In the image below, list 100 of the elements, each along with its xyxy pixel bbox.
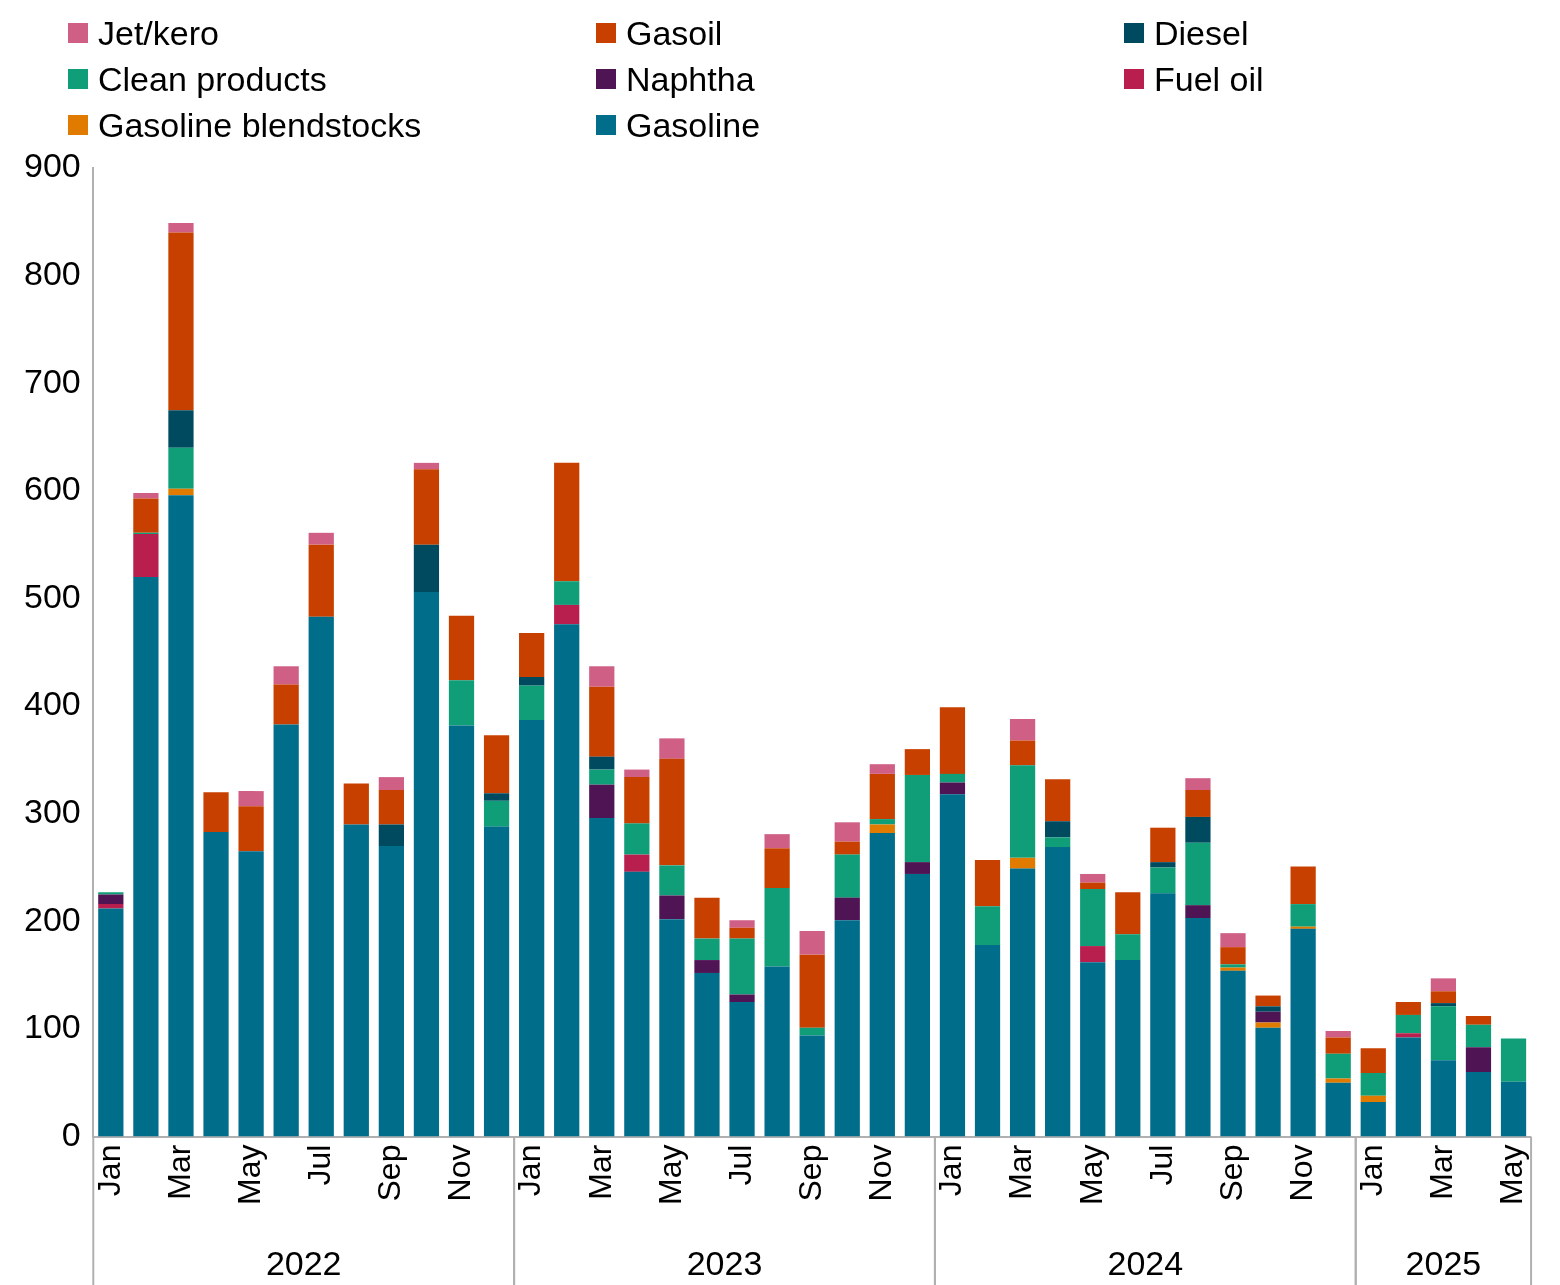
bar xyxy=(799,1027,825,1036)
bar xyxy=(939,707,966,774)
bar xyxy=(378,790,404,825)
bar xyxy=(1325,1053,1351,1079)
bar xyxy=(1395,1014,1421,1034)
x-tick-label: Nov xyxy=(862,1144,899,1202)
bar xyxy=(904,749,931,775)
bar xyxy=(659,738,685,759)
bar xyxy=(624,769,650,778)
bar xyxy=(1220,933,1246,948)
bar xyxy=(799,954,825,1028)
bar xyxy=(589,784,615,818)
bar xyxy=(1185,918,1211,1137)
bar xyxy=(1185,778,1211,791)
bar xyxy=(448,725,475,1137)
bar xyxy=(1045,779,1071,822)
bar xyxy=(764,966,790,1137)
bar xyxy=(1325,1031,1351,1038)
bar xyxy=(98,904,124,909)
bar xyxy=(624,854,650,872)
bar xyxy=(554,604,580,625)
bar xyxy=(1045,821,1071,838)
bar xyxy=(1395,1037,1421,1137)
bar xyxy=(904,862,931,874)
bar xyxy=(624,777,650,824)
bar xyxy=(1325,1078,1351,1083)
bar xyxy=(1185,790,1211,817)
bar xyxy=(694,960,720,973)
bar xyxy=(133,533,159,577)
bar xyxy=(869,824,895,834)
bar xyxy=(1325,1082,1351,1137)
bar xyxy=(413,462,440,470)
bar xyxy=(1255,1011,1281,1023)
bar xyxy=(939,773,966,783)
bar xyxy=(869,819,895,825)
bar xyxy=(1115,934,1141,961)
y-tick-label: 0 xyxy=(61,1114,81,1153)
bar xyxy=(133,493,159,499)
bar xyxy=(1220,970,1246,1137)
y-tick-label: 800 xyxy=(23,253,81,292)
bar xyxy=(378,777,404,791)
bar xyxy=(413,544,440,593)
x-tick-label: May xyxy=(1493,1144,1530,1205)
y-tick-label: 600 xyxy=(23,469,81,508)
bar xyxy=(168,222,194,233)
bar xyxy=(1080,946,1106,963)
x-tick-label: Jul xyxy=(1142,1144,1179,1186)
bar xyxy=(1255,1006,1281,1012)
bar xyxy=(1115,892,1141,935)
bar xyxy=(1395,1033,1421,1038)
bar xyxy=(589,756,615,770)
bar xyxy=(273,724,299,1137)
bar xyxy=(974,859,1001,907)
y-tick-label: 700 xyxy=(23,361,81,400)
bar xyxy=(729,938,755,995)
bar xyxy=(869,833,895,1137)
bar xyxy=(273,684,299,725)
text: 2024 xyxy=(1107,1244,1184,1282)
y-tick-label: 200 xyxy=(23,899,81,938)
bar xyxy=(1080,962,1106,1137)
bar xyxy=(1360,1073,1386,1096)
bar xyxy=(834,822,860,842)
bar xyxy=(729,1002,755,1137)
bar xyxy=(589,769,615,785)
bar xyxy=(659,865,685,896)
bar xyxy=(343,783,369,825)
bar xyxy=(1220,947,1246,965)
bar xyxy=(1395,1002,1421,1015)
bar xyxy=(904,774,931,863)
bar xyxy=(168,495,194,1137)
bar xyxy=(1430,1006,1457,1061)
bar xyxy=(729,927,755,939)
bar xyxy=(483,735,510,794)
bar xyxy=(168,410,194,448)
bar xyxy=(413,592,440,1137)
legend-label: Clean products xyxy=(98,59,327,99)
bar xyxy=(273,666,299,685)
x-tick-label: Jan xyxy=(932,1144,969,1197)
bar xyxy=(834,854,860,898)
bar xyxy=(133,498,159,533)
bar xyxy=(554,462,580,582)
bar xyxy=(1430,1060,1457,1137)
bar xyxy=(554,624,580,1137)
text: 2022 xyxy=(265,1244,342,1282)
text: 2025 xyxy=(1405,1244,1482,1282)
bar xyxy=(589,818,615,1137)
bar xyxy=(1009,857,1036,869)
x-tick-label: May xyxy=(230,1144,267,1205)
bar xyxy=(904,873,931,1137)
bar xyxy=(659,919,685,1137)
x-tick-label: Jan xyxy=(511,1144,548,1197)
bar xyxy=(1150,893,1176,1137)
x-tick-label: Jul xyxy=(301,1144,338,1186)
legend-label: Gasoline blendstocks xyxy=(98,105,422,145)
bar xyxy=(308,544,334,617)
bar xyxy=(1290,928,1316,1137)
bar xyxy=(729,994,755,1003)
bar xyxy=(589,666,615,687)
bar xyxy=(554,581,580,605)
bar xyxy=(1430,978,1457,992)
